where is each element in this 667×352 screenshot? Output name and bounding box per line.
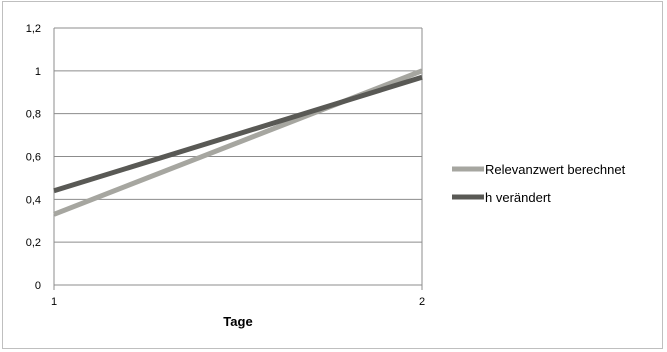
y-tick-label: 0,4 [26,194,41,206]
y-tick-label: 1 [35,66,41,78]
legend-label-1: Relevanzwert berechnet [485,162,626,177]
series-line-2 [53,74,423,194]
x-axis-title: Tage [223,314,252,329]
gridlines [54,27,422,286]
legend-label-2: h verändert [485,190,551,205]
y-tick-label: 1,2 [26,23,41,35]
series-lines [53,68,423,217]
y-axis-ticks: 0 0,2 0,4 0,6 0,8 1 1,2 [26,23,41,292]
y-tick-label: 0,8 [26,109,41,121]
x-tick-label: 2 [419,296,425,308]
x-tick-label: 1 [51,296,57,308]
y-tick-label: 0,6 [26,152,41,164]
y-tick-label: 0 [35,280,41,292]
legend: Relevanzwert berechnet h verändert [452,162,626,205]
y-tick-label: 0,2 [26,237,41,249]
